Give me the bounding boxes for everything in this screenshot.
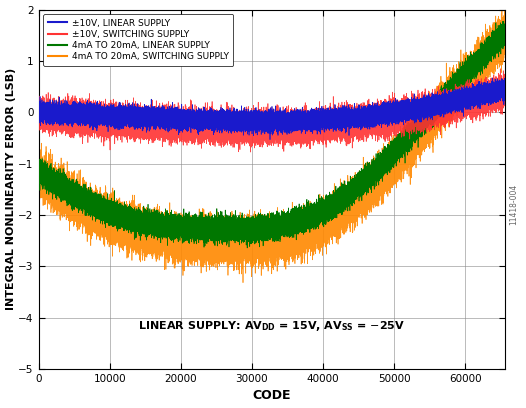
Legend: ±10V, LINEAR SUPPLY, ±10V, SWITCHING SUPPLY, 4mA TO 20mA, LINEAR SUPPLY, 4mA TO : ±10V, LINEAR SUPPLY, ±10V, SWITCHING SUP… — [43, 14, 234, 66]
Y-axis label: INTEGRAL NONLINEARITY ERROR (LSB): INTEGRAL NONLINEARITY ERROR (LSB) — [6, 68, 16, 310]
Text: LINEAR SUPPLY: AV$_{\mathregular{DD}}$ = 15V, AV$_{\mathregular{SS}}$ = $-$25V: LINEAR SUPPLY: AV$_{\mathregular{DD}}$ =… — [138, 319, 405, 333]
X-axis label: CODE: CODE — [252, 390, 291, 402]
Text: 11418-004: 11418-004 — [509, 183, 518, 225]
